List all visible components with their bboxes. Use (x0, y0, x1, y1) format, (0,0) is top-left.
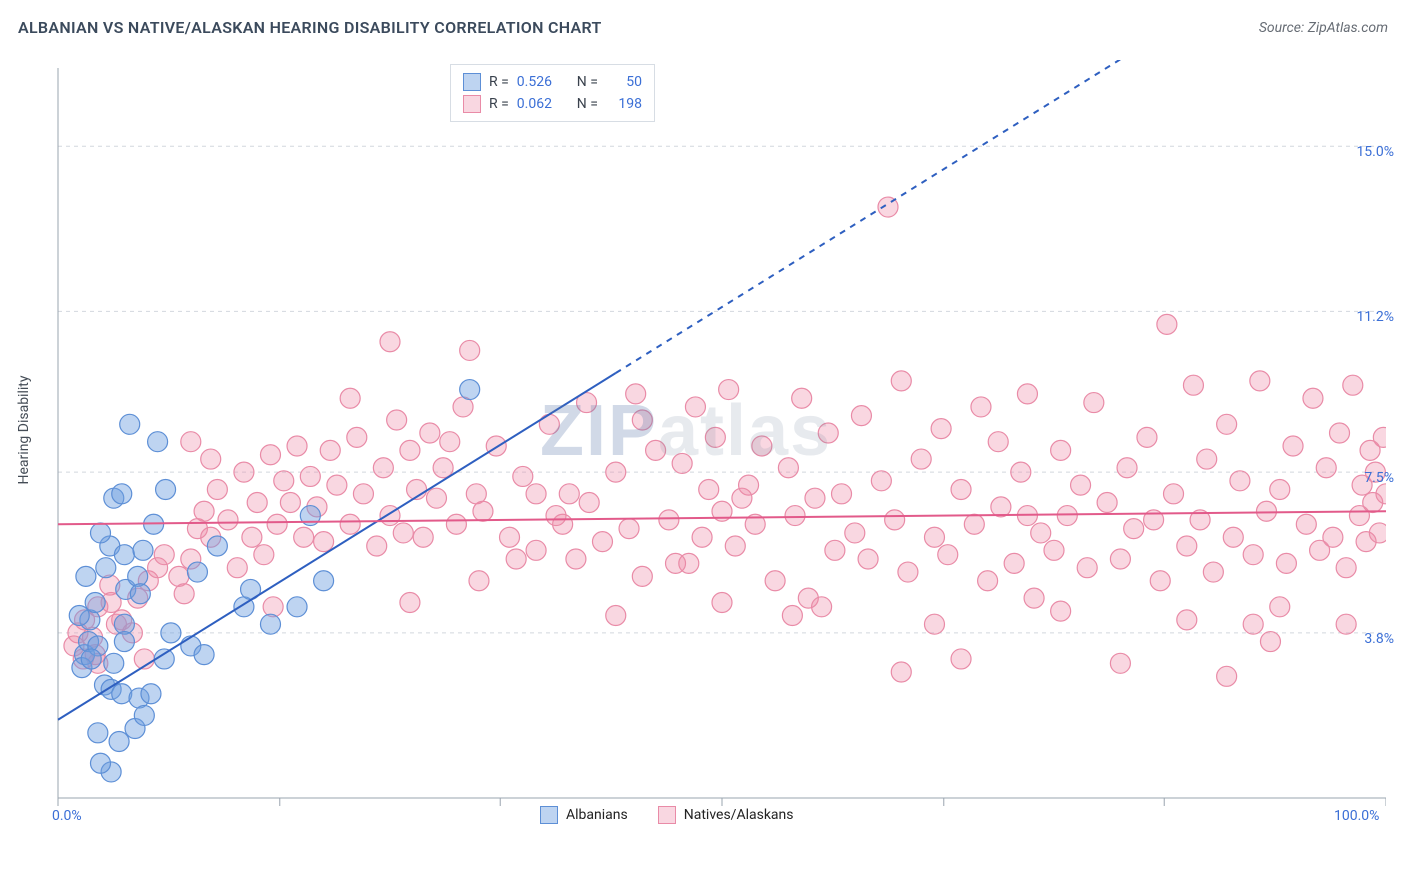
legend-n-value: 198 (606, 93, 642, 115)
legend-swatch (463, 73, 481, 91)
legend-row: R = 0.526 N = 50 (463, 71, 642, 93)
chart-plot-area: ZIPatlas R =0.526N =50R =0.062N =198 Alb… (50, 60, 1386, 828)
y-tick-label: 11.2% (1356, 309, 1394, 325)
scatter-svg (50, 60, 1386, 828)
legend-n-label: N = (577, 93, 598, 115)
x-tick-label: 100.0% (1334, 808, 1379, 824)
legend-r-value: 0.062 (517, 93, 569, 115)
legend-row: R = 0.062 N = 198 (463, 93, 642, 115)
correlation-legend: R = 0.526 N = 50 R = 0.062 N = 198 (450, 64, 655, 122)
series-legend: Albanians Natives/Alaskans (540, 806, 794, 824)
legend-r-value: 0.526 (517, 71, 569, 93)
legend-n-label: N = (577, 71, 598, 93)
chart-header: ALBANIAN VS NATIVE/ALASKAN HEARING DISAB… (18, 18, 1388, 37)
series-legend-label: Albanians (566, 807, 628, 823)
legend-r-label: R = (489, 93, 509, 115)
legend-swatch (658, 806, 676, 824)
legend-r-label: R = (489, 71, 509, 93)
y-tick-label: 15.0% (1356, 144, 1394, 160)
series-legend-item: Albanians (540, 806, 628, 824)
chart-source: Source: ZipAtlas.com (1259, 20, 1388, 36)
y-axis-label: Hearing Disability (16, 376, 32, 485)
series-legend-item: Natives/Alaskans (658, 806, 794, 824)
x-tick-label: 0.0% (52, 808, 82, 824)
y-tick-label: 7.5% (1364, 470, 1394, 486)
y-tick-label: 3.8% (1364, 631, 1394, 647)
legend-swatch (540, 806, 558, 824)
chart-title: ALBANIAN VS NATIVE/ALASKAN HEARING DISAB… (18, 18, 602, 37)
series-legend-label: Natives/Alaskans (684, 807, 794, 823)
legend-swatch (463, 95, 481, 113)
legend-n-value: 50 (606, 71, 642, 93)
